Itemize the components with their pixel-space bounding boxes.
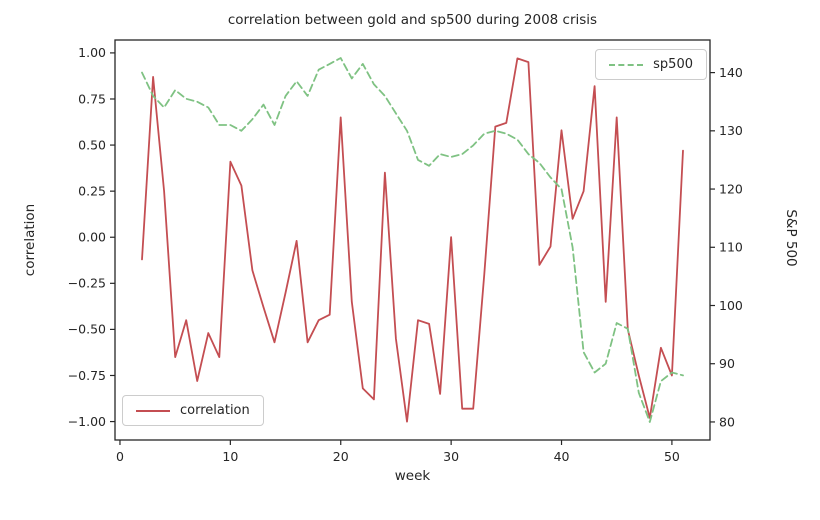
legend-sp500-label: sp500 — [653, 57, 693, 72]
y-tick-label: 0.25 — [78, 183, 106, 198]
x-tick-label: 30 — [443, 449, 459, 464]
correlation-line-swatch — [136, 409, 170, 412]
y-tick-label: 1.00 — [78, 45, 106, 60]
x-tick-label: 0 — [116, 449, 124, 464]
y2-axis-label: S&P 500 — [783, 209, 799, 267]
x-tick-label: 50 — [664, 449, 680, 464]
y2-tick-label: 100 — [719, 298, 743, 313]
y-tick-label: −0.25 — [68, 276, 106, 291]
x-axis-label: week — [394, 468, 431, 484]
legend-correlation: correlation — [122, 395, 264, 426]
y-tick-label: −0.50 — [68, 322, 106, 337]
x-tick-label: 20 — [333, 449, 349, 464]
x-tick-label: 40 — [554, 449, 570, 464]
chart-title: correlation between gold and sp500 durin… — [227, 12, 598, 28]
y-tick-label: 0.50 — [78, 137, 106, 152]
y2-tick-label: 110 — [719, 240, 743, 255]
y2-tick-label: 140 — [719, 65, 743, 80]
legend-correlation-label: correlation — [180, 403, 250, 418]
y2-tick-label: 80 — [719, 414, 735, 429]
y-tick-label: −1.00 — [68, 414, 106, 429]
y-tick-label: 0.00 — [78, 230, 106, 245]
axes-frame — [114, 39, 711, 441]
sp500-line-swatch — [609, 63, 644, 66]
correlation-line — [141, 57, 684, 423]
y-tick-label: −0.75 — [68, 368, 106, 383]
x-tick-label: 10 — [222, 449, 238, 464]
y2-tick-label: 130 — [719, 123, 743, 138]
legend-sp500: sp500 — [595, 49, 707, 80]
y-axis-label: correlation — [22, 203, 38, 277]
y-tick-label: 0.75 — [78, 91, 106, 106]
y2-tick-label: 120 — [719, 181, 743, 196]
y2-tick-label: 90 — [719, 356, 735, 371]
sp500-line — [141, 57, 684, 423]
